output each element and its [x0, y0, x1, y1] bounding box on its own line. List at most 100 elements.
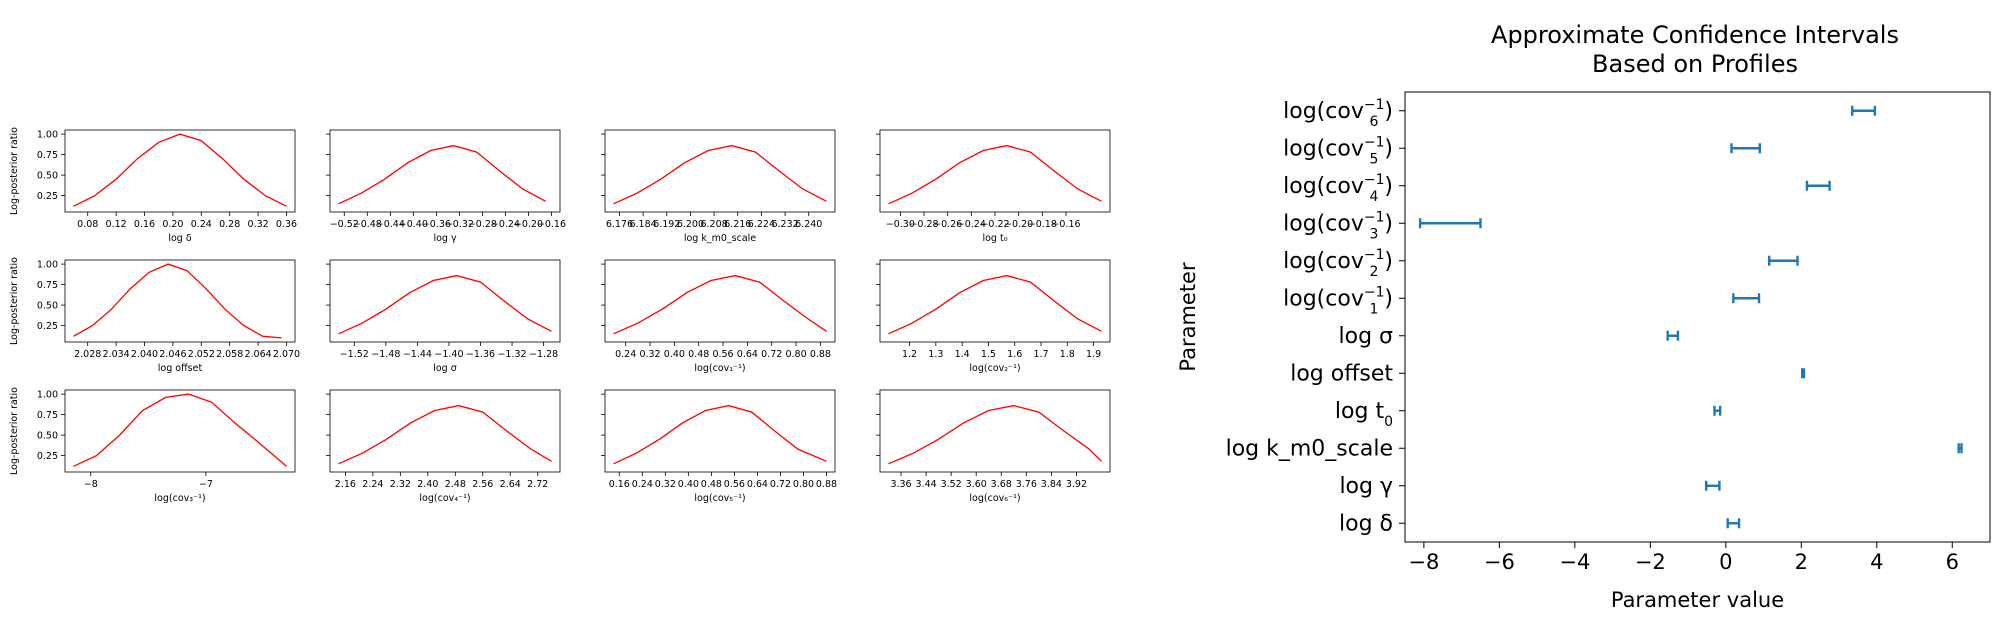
- x-tick-label: 2.070: [273, 349, 300, 360]
- x-axis-label: log(cov₁⁻¹): [694, 363, 745, 374]
- profile-panel: 1.2 1.3 1.4 1.5 1.6 1.7 1.8 1.9 log(cov₂⁻¹): [876, 259, 1111, 374]
- x-tick-label: 0.24: [632, 479, 653, 490]
- label-base: log(cov: [1283, 99, 1364, 124]
- x-tick-label: −0.26: [933, 219, 962, 230]
- x-tick-label: 0.16: [134, 219, 155, 230]
- chart-title: Based on Profiles: [1592, 50, 1798, 78]
- y-tick-label: 1.00: [37, 130, 58, 141]
- x-tick-label: 0.08: [77, 219, 98, 230]
- x-tick-label: −0.16: [537, 219, 566, 230]
- y-tick-label: log γ: [1339, 474, 1393, 499]
- x-tick-label: −0.48: [353, 219, 382, 230]
- plot-frame: [1404, 91, 1991, 543]
- y-axis-label: Parameter: [1176, 262, 1200, 372]
- x-tick-label: −4: [1559, 550, 1590, 574]
- x-tick-label: 6.232: [771, 219, 798, 230]
- x-tick-label: 6: [1946, 550, 1959, 574]
- x-tick-label: 3.44: [916, 479, 937, 490]
- x-axis-label: log δ: [168, 233, 192, 244]
- x-axis-label: log(cov₄⁻¹): [419, 493, 470, 504]
- y-tick-label: 0.75: [37, 150, 58, 161]
- label-sup: −1: [1364, 134, 1385, 150]
- x-axis-label: log(cov₂⁻¹): [969, 363, 1020, 374]
- y-tick-label: log(cov−1 1): [1283, 284, 1393, 317]
- x-tick-label: 2.046: [159, 349, 186, 360]
- x-tick-label: 0.80: [785, 349, 806, 360]
- x-axis-label: log(cov₃⁻¹): [154, 493, 205, 504]
- x-tick-label: −0.24: [491, 219, 520, 230]
- y-tick-label: log t0: [1335, 399, 1393, 430]
- x-tick-label: 2.64: [500, 479, 521, 490]
- x-tick-label: −0.18: [1028, 219, 1057, 230]
- label-rest: ): [1384, 174, 1393, 199]
- x-tick-label: 2.24: [362, 479, 383, 490]
- profile-panel: −8 −7 0.25 0.50 0.75 1.00 log(cov₃⁻¹) Log-poste…: [9, 387, 296, 504]
- panel-frame: [879, 389, 1111, 473]
- x-tick-label: 0.12: [106, 219, 127, 230]
- label-sub: 2: [1369, 264, 1378, 280]
- profile-line: [613, 404, 827, 465]
- profile-line: [73, 133, 287, 207]
- x-tick-label: −0.36: [422, 219, 451, 230]
- panel-frame: [604, 389, 836, 473]
- x-tick-label: −0.40: [399, 219, 428, 230]
- x-tick-label: 0.20: [162, 219, 183, 230]
- profile-panel: −0.52−0.48−0.44−0.40−0.36−0.32−0.28−0.24…: [326, 129, 566, 244]
- x-tick-label: 0.32: [655, 479, 676, 490]
- profile-panel: 2.028 2.034 2.040 2.046 2.052 2.058 2.064 2.070…: [9, 257, 300, 374]
- label-base: log(cov: [1283, 174, 1364, 199]
- y-tick-label: 1.00: [37, 260, 58, 271]
- y-tick-label: 0.50: [37, 301, 58, 312]
- x-tick-label: 2.72: [527, 479, 548, 490]
- x-tick-label: 0.16: [609, 479, 630, 490]
- x-tick-label: 4: [1870, 550, 1883, 574]
- label-sup: −1: [1364, 209, 1385, 225]
- label-sub: 5: [1369, 151, 1378, 167]
- profile-line: [338, 404, 552, 465]
- x-tick-label: 1.7: [1033, 349, 1048, 360]
- x-tick-label: 2.16: [335, 479, 356, 490]
- x-tick-label: 2.034: [103, 349, 130, 360]
- x-tick-label: 6.176: [606, 219, 633, 230]
- x-tick-label: 3.52: [941, 479, 962, 490]
- x-tick-label: 3.92: [1066, 479, 1087, 490]
- x-tick-label: 2.058: [216, 349, 243, 360]
- x-tick-label: −2: [1635, 550, 1666, 574]
- y-tick-label: log δ: [1339, 511, 1393, 536]
- x-tick-label: −0.32: [445, 219, 474, 230]
- label-base: log k_m0_scale: [1226, 436, 1393, 461]
- x-axis-label: log(cov₅⁻¹): [694, 493, 745, 504]
- x-tick-label: 0.36: [276, 219, 297, 230]
- x-axis-label: log t₀: [982, 233, 1007, 244]
- x-tick-label: −1.40: [434, 349, 463, 360]
- y-axis-label: Log-posterior ratio: [9, 127, 20, 215]
- y-tick-label: log(cov−1 6): [1283, 97, 1393, 130]
- x-tick-label: 1.3: [928, 349, 943, 360]
- x-tick-label: 0.72: [761, 349, 782, 360]
- label-base: log σ: [1339, 324, 1394, 349]
- label-sub: 6: [1369, 114, 1378, 130]
- y-tick-label: log offset: [1290, 361, 1393, 386]
- x-axis-label: log(cov₆⁻¹): [969, 493, 1020, 504]
- label-base: log γ: [1339, 474, 1393, 499]
- x-tick-label: 0.48: [688, 349, 709, 360]
- panel-frame: [604, 129, 836, 213]
- label-base: log offset: [1290, 361, 1393, 386]
- label-base: log(cov: [1283, 249, 1364, 274]
- x-tick-label: 6.216: [724, 219, 751, 230]
- profile-line: [338, 144, 547, 205]
- x-tick-label: −6: [1484, 550, 1515, 574]
- x-tick-label: 3.68: [991, 479, 1012, 490]
- x-tick-label: −1.28: [529, 349, 558, 360]
- x-tick-label: 2.040: [131, 349, 158, 360]
- label-sub: 3: [1369, 226, 1378, 242]
- label-rest: ): [1384, 249, 1393, 274]
- label-sup: −1: [1364, 172, 1385, 188]
- panel-frame: [64, 389, 296, 473]
- label-sup: −1: [1364, 284, 1385, 300]
- x-tick-label: −0.52: [330, 219, 359, 230]
- x-axis-label: log γ: [433, 233, 457, 244]
- x-axis-label: Parameter value: [1611, 588, 1784, 612]
- x-tick-label: 0.64: [747, 479, 768, 490]
